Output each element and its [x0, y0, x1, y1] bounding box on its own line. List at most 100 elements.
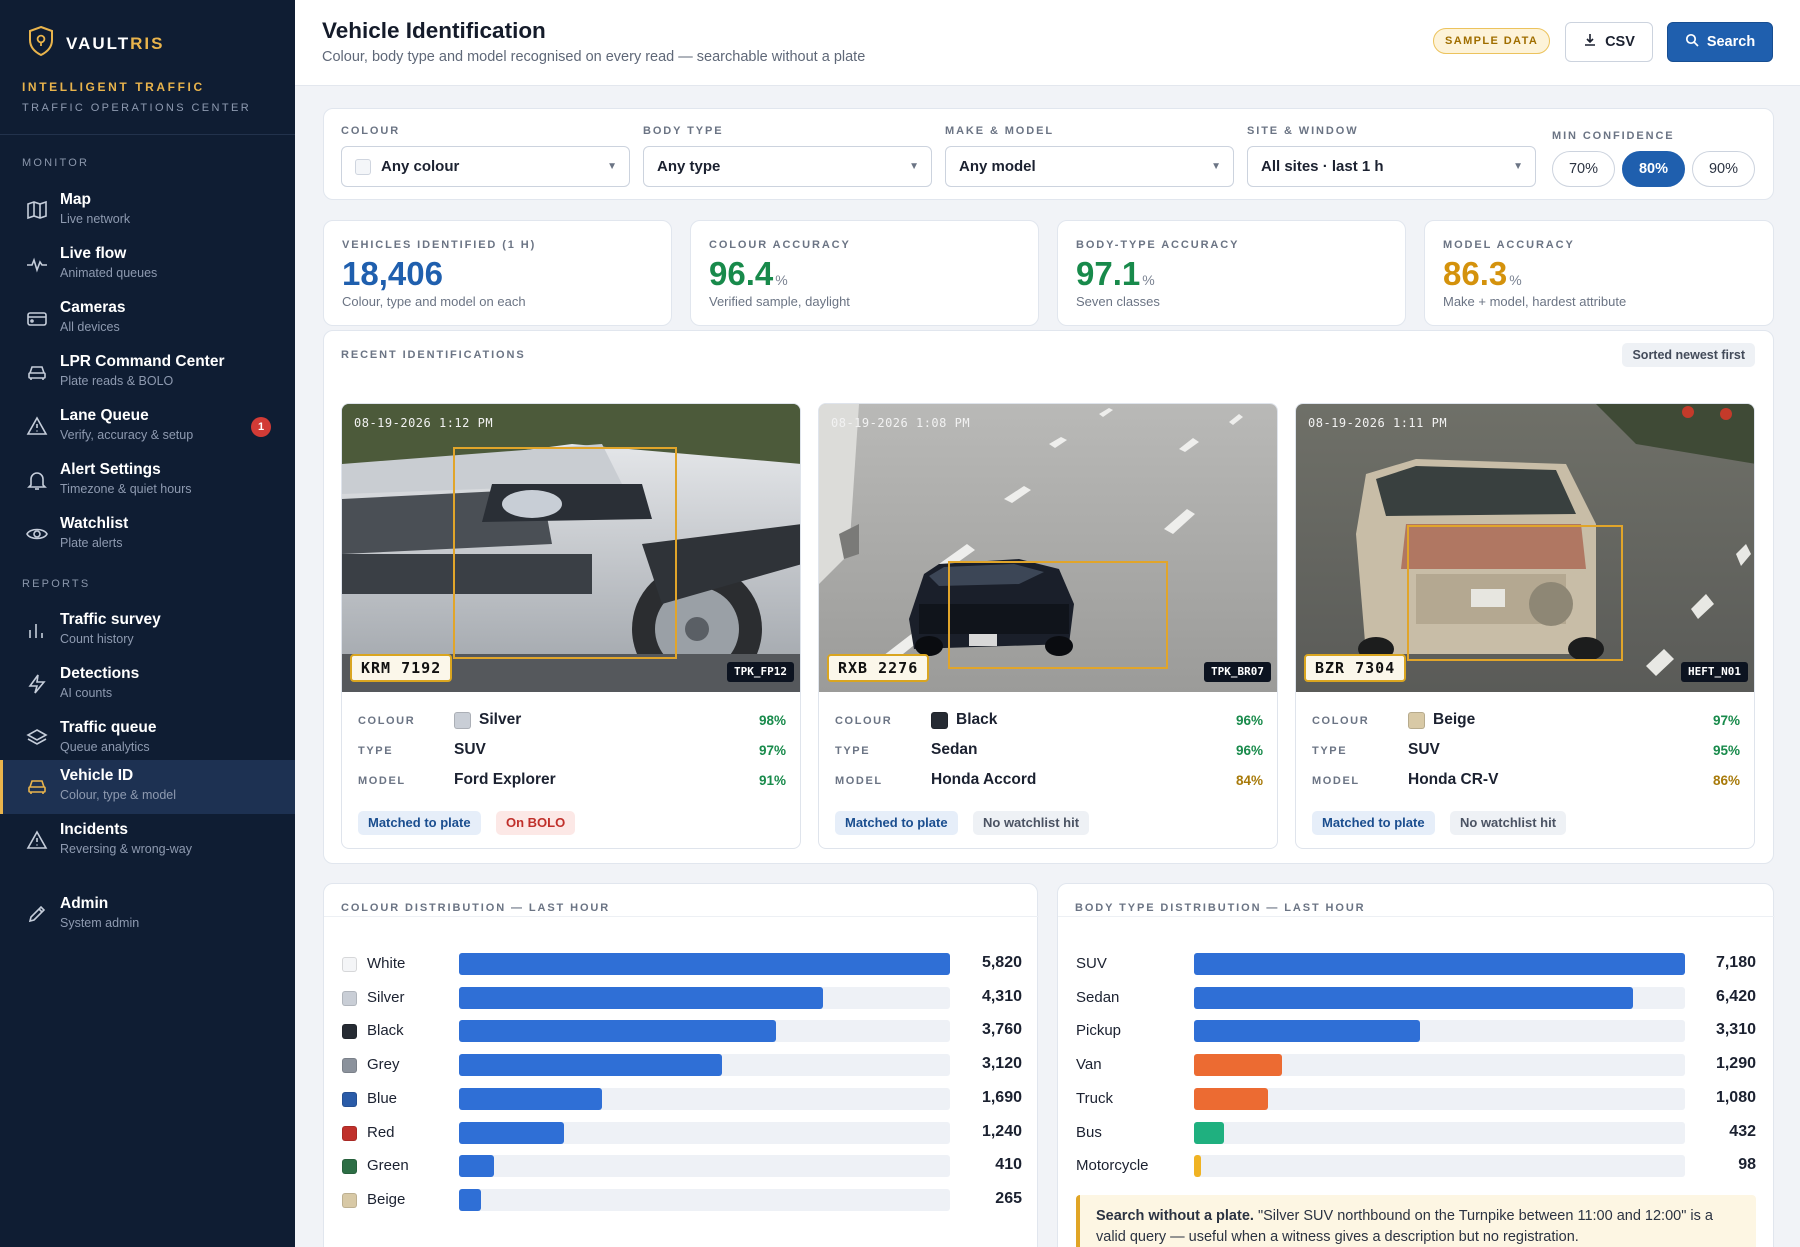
distribution-row[interactable]: Blue 1,690	[342, 1087, 1022, 1110]
sidebar-divider	[0, 134, 295, 135]
brand[interactable]: VAULTRIS	[28, 25, 164, 61]
colour-swatch	[342, 1125, 357, 1141]
kpi-label: COLOUR ACCURACY	[709, 239, 851, 251]
sidebar-item-map[interactable]: Map Live network	[0, 184, 295, 238]
nav-sub: Reversing & wrong-way	[60, 842, 192, 856]
colour-swatch	[342, 990, 357, 1006]
distribution-row[interactable]: Beige 265	[342, 1188, 1022, 1211]
search-button[interactable]: Search	[1667, 22, 1773, 62]
kpi-sub: Make + model, hardest attribute	[1443, 294, 1627, 309]
sidebar-item-traffic-queue[interactable]: Traffic queue Queue analytics	[0, 712, 295, 766]
colour-swatch	[1408, 711, 1425, 729]
sidebar-item-traffic-survey[interactable]: Traffic survey Count history	[0, 604, 295, 658]
row-label: SUV	[1076, 955, 1107, 972]
bar-chart-icon	[26, 619, 48, 641]
chevron-down-icon: ▼	[1211, 161, 1221, 172]
kpi-model-accuracy: MODEL ACCURACY 86.3% Make + model, harde…	[1424, 220, 1774, 326]
colour-select[interactable]: Any colour ▼	[341, 146, 630, 187]
sidebar-item-alert-settings[interactable]: Alert Settings Timezone & quiet hours	[0, 454, 295, 508]
sidebar-item-live-flow[interactable]: Live flow Animated queues	[0, 238, 295, 292]
distribution-row[interactable]: Black 3,760	[342, 1020, 1022, 1043]
nav-sub: Verify, accuracy & setup	[60, 428, 194, 442]
bar-track	[1194, 1155, 1685, 1178]
sidebar-item-lpr-command-center[interactable]: LPR Command Center Plate reads & BOLO	[0, 346, 295, 400]
distribution-row[interactable]: Grey 3,120	[342, 1054, 1022, 1077]
bar-track	[459, 1054, 950, 1077]
row-value: 98	[1738, 1156, 1756, 1174]
chevron-down-icon: ▼	[909, 161, 919, 172]
sort-order-badge[interactable]: Sorted newest first	[1622, 343, 1755, 367]
panel-title: BODY TYPE DISTRIBUTION — LAST HOUR	[1075, 902, 1366, 914]
bar-fill	[1194, 1087, 1268, 1110]
row-value: 3,120	[981, 1055, 1022, 1073]
sidebar-item-incidents[interactable]: Incidents Reversing & wrong-way	[0, 814, 295, 868]
distribution-row[interactable]: White 5,820	[342, 953, 1022, 975]
confidence-option-80[interactable]: 80%	[1622, 151, 1685, 187]
bar-fill	[1194, 953, 1685, 975]
body-type-select[interactable]: Any type ▼	[643, 146, 932, 187]
bar-fill	[1194, 1121, 1224, 1144]
row-value: 4,310	[981, 987, 1022, 1005]
distribution-row[interactable]: Truck 1,080	[1076, 1087, 1756, 1110]
sidebar-item-detections[interactable]: Detections AI counts	[0, 658, 295, 712]
sidebar-item-admin[interactable]: Admin System admin	[0, 888, 295, 942]
vehicle-card[interactable]: 08-19-2026 1:12 PM KRM 7192 TPK_FP12 COL…	[341, 403, 801, 849]
kpi-label: VEHICLES IDENTIFIED (1 H)	[342, 239, 537, 251]
panel-divider	[1058, 916, 1775, 918]
license-plate: BZR 7304	[1304, 654, 1407, 682]
chevron-down-icon: ▼	[607, 161, 617, 172]
distribution-row[interactable]: Van 1,290	[1076, 1054, 1756, 1077]
csv-export-button[interactable]: CSV	[1565, 22, 1653, 62]
car-icon	[26, 361, 48, 383]
capture-timestamp: 08-19-2026 1:11 PM	[1308, 416, 1448, 430]
nav-sub: Live network	[60, 212, 131, 226]
panel-divider	[324, 916, 1039, 918]
bar-track	[459, 1155, 950, 1178]
row-label: White	[367, 955, 406, 972]
distribution-row[interactable]: Pickup 3,310	[1076, 1020, 1756, 1043]
bolt-icon	[26, 673, 48, 695]
distribution-row[interactable]: SUV 7,180	[1076, 953, 1756, 975]
org-subtitle: TRAFFIC OPERATIONS CENTER	[22, 102, 252, 114]
vehicle-card[interactable]: 08-19-2026 1:08 PM RXB 2276 TPK_BR07 COL…	[818, 403, 1278, 849]
distribution-row[interactable]: Bus 432	[1076, 1121, 1756, 1144]
distribution-row[interactable]: Green 410	[342, 1155, 1022, 1178]
camera-snapshot: 08-19-2026 1:11 PM BZR 7304 HEFT_N01	[1296, 404, 1754, 692]
sidebar-item-lane-queue[interactable]: Lane Queue Verify, accuracy & setup 1	[0, 400, 295, 454]
nav-sub: Queue analytics	[60, 740, 150, 754]
bar-fill	[459, 1155, 494, 1178]
attr-type: TYPE Sedan 96%	[835, 740, 1263, 762]
bar-track	[459, 986, 950, 1009]
org-name: INTELLIGENT TRAFFIC	[22, 80, 205, 94]
confidence-option-70[interactable]: 70%	[1552, 151, 1615, 187]
notification-badge: 1	[251, 417, 271, 437]
vehicle-card[interactable]: 08-19-2026 1:11 PM BZR 7304 HEFT_N01 COL…	[1295, 403, 1755, 849]
distribution-row[interactable]: Motorcycle 98	[1076, 1155, 1756, 1178]
attr-value: Ford Explorer	[454, 771, 556, 788]
sidebar-item-cameras[interactable]: Cameras All devices	[0, 292, 295, 346]
distribution-row[interactable]: Sedan 6,420	[1076, 986, 1756, 1009]
row-label: Black	[367, 1022, 404, 1040]
nav-sub: All devices	[60, 320, 120, 334]
sidebar-item-watchlist[interactable]: Watchlist Plate alerts	[0, 508, 295, 562]
attr-key: COLOUR	[1312, 715, 1370, 727]
row-label: Green	[367, 1157, 409, 1175]
layers-icon	[26, 727, 48, 749]
attr-key: COLOUR	[358, 715, 416, 727]
nav-label: Lane Queue	[60, 407, 149, 424]
row-value: 7,180	[1715, 954, 1756, 971]
nav-sub: Plate reads & BOLO	[60, 374, 174, 388]
site-window-select[interactable]: All sites · last 1 h ▼	[1247, 146, 1536, 187]
distribution-row[interactable]: Red 1,240	[342, 1121, 1022, 1144]
nav-sub: AI counts	[60, 686, 113, 700]
confidence-option-90[interactable]: 90%	[1692, 151, 1755, 187]
attr-value: Honda Accord	[931, 771, 1037, 788]
make-model-select[interactable]: Any model ▼	[945, 146, 1234, 187]
distribution-row[interactable]: Silver 4,310	[342, 986, 1022, 1009]
sidebar-item-vehicle-id[interactable]: Vehicle ID Colour, type & model	[0, 760, 295, 814]
page-title: Vehicle Identification	[322, 18, 546, 43]
note-title: Search without a plate.	[1096, 1208, 1254, 1224]
row-label: Pickup	[1076, 1022, 1122, 1040]
colour-swatch	[342, 1091, 357, 1107]
row-label: Motorcycle	[1076, 1157, 1149, 1175]
